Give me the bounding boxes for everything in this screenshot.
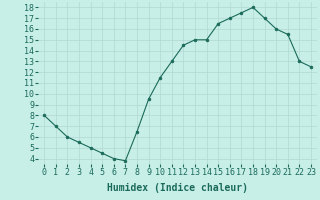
- X-axis label: Humidex (Indice chaleur): Humidex (Indice chaleur): [107, 183, 248, 193]
